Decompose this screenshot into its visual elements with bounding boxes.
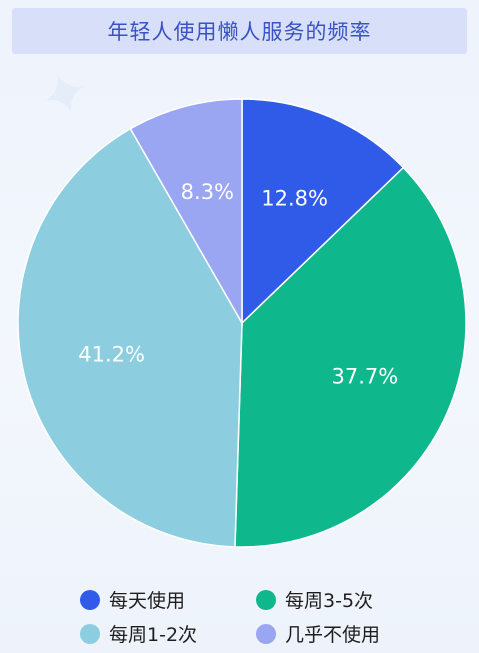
legend-label: 每周1-2次 <box>109 624 198 646</box>
legend-item: 几乎不使用 <box>256 620 380 647</box>
legend-item: 每周1-2次 <box>80 620 197 647</box>
legend-swatch <box>256 623 276 644</box>
pie-labels: 12.8% 37.7% 41.2% 8.3% <box>78 180 398 388</box>
pie-slice-label: 12.8% <box>261 186 328 210</box>
legend-swatch <box>256 589 276 610</box>
legend-label: 每周3-5次 <box>285 590 374 612</box>
chart-title: 年轻人使用懒人服务的频率 <box>107 20 372 44</box>
pie-slice-label: 8.3% <box>181 180 234 204</box>
legend-item: 每天使用 <box>80 586 185 613</box>
pie-slice <box>234 166 467 548</box>
pie-slice <box>17 127 243 548</box>
pie-slice-label: 41.2% <box>78 343 145 367</box>
title-banner: 年轻人使用懒人服务的频率 <box>12 8 467 54</box>
pie-slice <box>129 98 243 326</box>
pie-slice <box>241 98 405 325</box>
legend-item: 每周3-5次 <box>256 586 373 613</box>
pie-slices <box>17 98 467 548</box>
legend-swatch <box>80 623 100 644</box>
legend-swatch <box>80 589 100 610</box>
legend-label: 每天使用 <box>109 590 186 612</box>
chart-legend: 每天使用 每周3-5次每周1-2次 几乎不使用 <box>80 576 440 646</box>
legend-label: 几乎不使用 <box>285 624 381 646</box>
pie-slice-label: 37.7% <box>331 365 398 389</box>
